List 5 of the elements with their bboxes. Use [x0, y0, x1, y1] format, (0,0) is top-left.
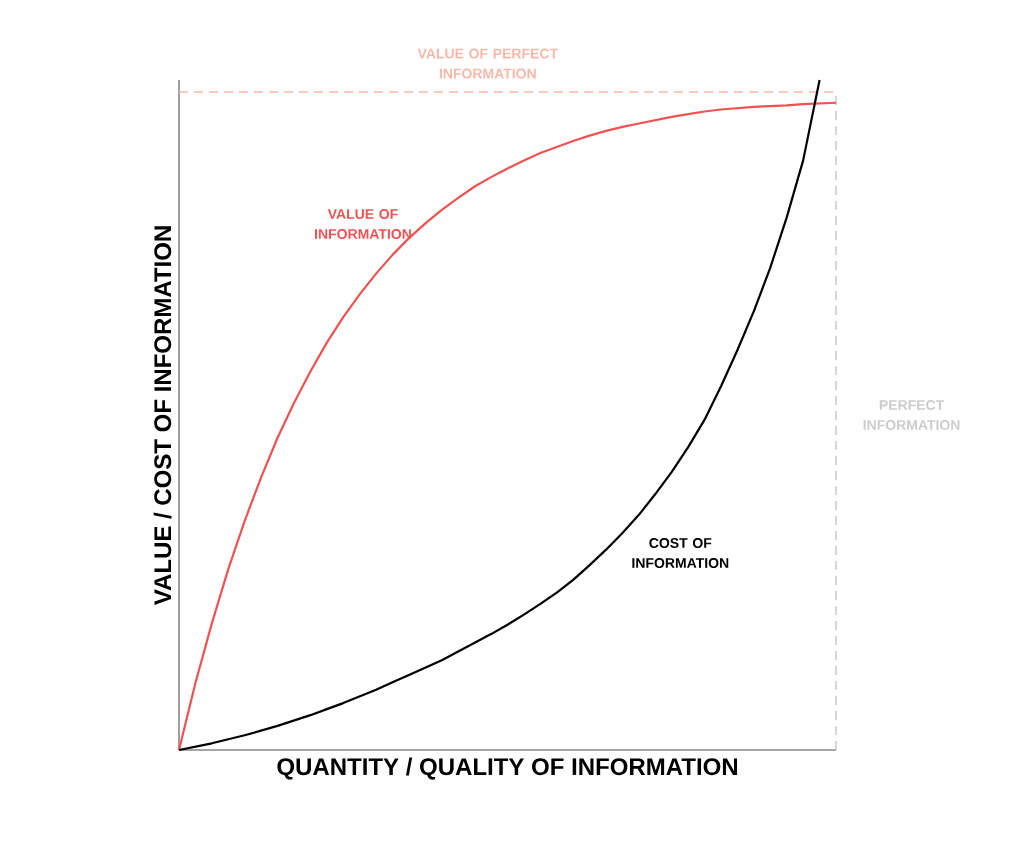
series-label: VALUE OF INFORMATION: [315, 209, 411, 239]
x-axis-title: QUANTITY / QUALITY OF INFORMATION: [277, 757, 738, 780]
ref-line-label: VALUE OF PERFECT INFORMATION: [417, 48, 558, 79]
series-label: COST OF INFORMATION: [632, 538, 729, 568]
y-axis-title: VALUE / COST OF INFORMATION: [153, 226, 172, 606]
